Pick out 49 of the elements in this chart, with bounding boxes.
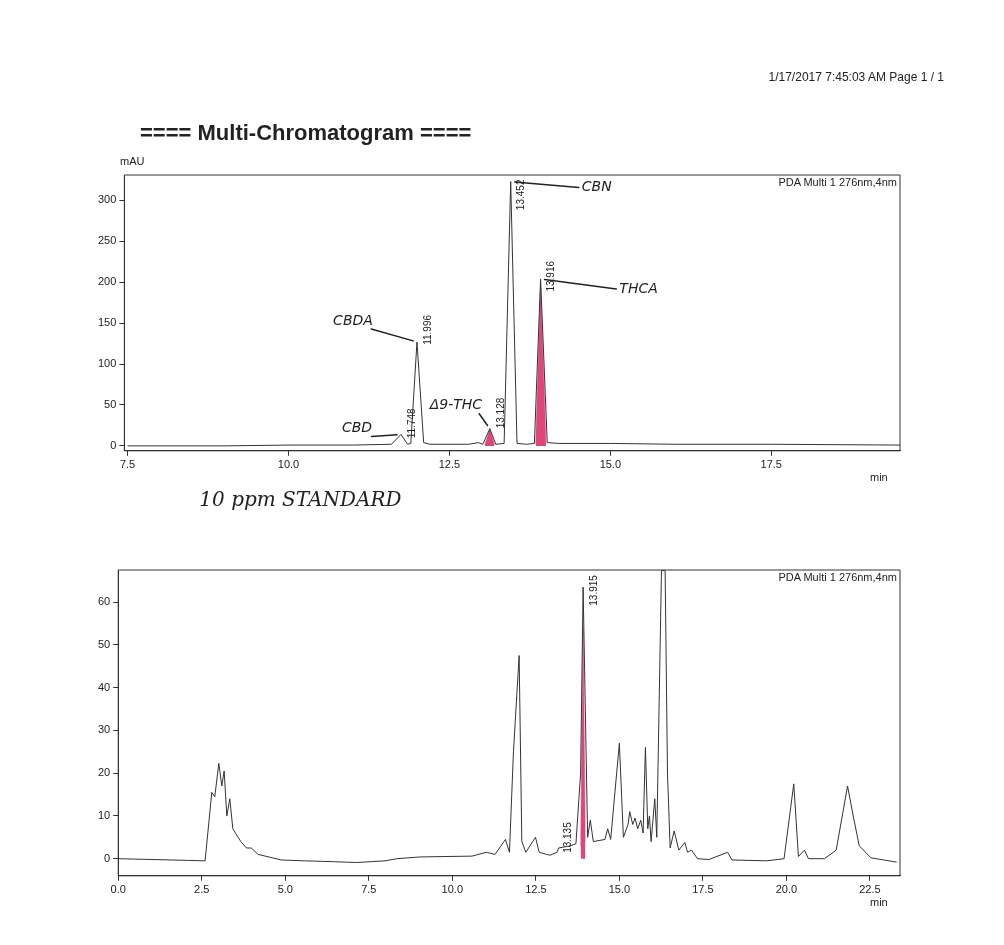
y-tick-label: 50 [104, 398, 117, 410]
y-tick-label: 200 [97, 275, 117, 288]
x-tick-label: 5.0 [277, 883, 293, 896]
annotation: THCA [619, 279, 658, 296]
x-axis-title: min [870, 895, 888, 908]
annotation: 11.748 [405, 407, 417, 439]
x-tick-label: 0.0 [110, 883, 126, 896]
x-tick-label: 7.5 [119, 458, 136, 471]
x-tick-label: 10.0 [441, 883, 464, 896]
text: 1/17/2017 7:45:03 AM Page 1 / 1 [768, 70, 944, 84]
annotation: PDA Multi 1 276nm,4nm [778, 176, 897, 188]
y-tick-label: 0 [110, 438, 117, 451]
annotation: CBD [341, 419, 373, 436]
x-axis-title: min [870, 470, 888, 483]
annotation: 13.916 [545, 260, 557, 292]
x-tick-label: 10.0 [277, 458, 300, 471]
x-tick-label: 12.5 [525, 883, 547, 896]
x-tick-label: 20.0 [775, 883, 798, 896]
x-tick-label: 2.5 [194, 883, 210, 896]
x-tick-label: 12.5 [438, 458, 461, 471]
annotation: CBDA [333, 311, 373, 328]
annotation: 13.452 [515, 179, 527, 211]
y-axis-title: mAU [120, 155, 145, 167]
x-tick-label: 17.5 [760, 458, 782, 471]
text: 10 ppm STANDARD [199, 487, 402, 511]
y-tick-label: 10 [97, 808, 111, 821]
x-tick-label: 15.0 [608, 883, 631, 896]
y-tick-label: 60 [97, 595, 111, 608]
y-tick-label: 40 [97, 680, 111, 693]
chart-title: ==== Multi-Chromatogram ==== [140, 120, 472, 146]
annotation: 13.128 [494, 397, 506, 429]
y-tick-label: 300 [97, 193, 117, 206]
y-tick-label: 100 [97, 357, 117, 370]
y-tick-label: 20 [97, 766, 111, 779]
y-tick-label: 0 [104, 851, 111, 864]
x-tick-label: 7.5 [361, 883, 377, 896]
annotation: 11.996 [421, 314, 433, 345]
annotation: 13.135 [561, 821, 573, 853]
annotation: CBN [581, 178, 613, 195]
y-tick-label: 150 [97, 316, 117, 329]
x-tick-label: 15.0 [599, 458, 622, 471]
y-tick-label: 30 [97, 723, 111, 736]
x-tick-label: 22.5 [859, 883, 881, 896]
annotation: 13.915 [587, 574, 599, 606]
y-tick-label: 50 [97, 637, 111, 650]
annotation: PDA Multi 1 276nm,4nm [778, 571, 897, 583]
x-tick-label: 17.5 [692, 883, 714, 896]
y-tick-label: 250 [97, 234, 117, 247]
annotation: Δ9-THC [428, 396, 483, 413]
